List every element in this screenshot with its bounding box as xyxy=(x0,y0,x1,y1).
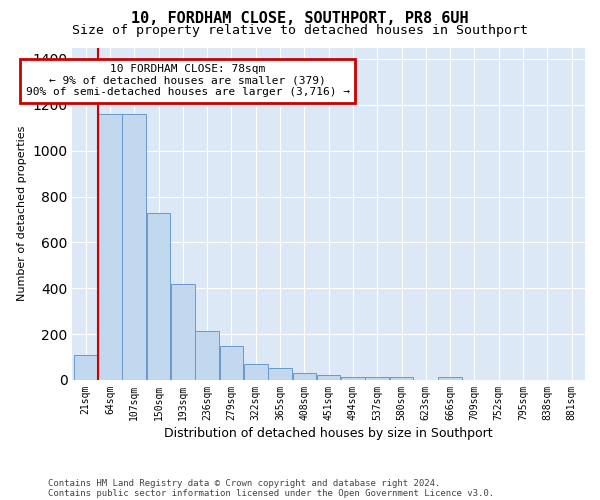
Y-axis label: Number of detached properties: Number of detached properties xyxy=(17,126,27,302)
Text: Size of property relative to detached houses in Southport: Size of property relative to detached ho… xyxy=(72,24,528,37)
Bar xyxy=(147,212,170,380)
Bar xyxy=(439,376,462,380)
Bar xyxy=(196,330,219,380)
Text: 10, FORDHAM CLOSE, SOUTHPORT, PR8 6UH: 10, FORDHAM CLOSE, SOUTHPORT, PR8 6UH xyxy=(131,11,469,26)
Text: Contains HM Land Registry data © Crown copyright and database right 2024.
Contai: Contains HM Land Registry data © Crown c… xyxy=(48,479,494,498)
Bar xyxy=(317,376,340,380)
Text: 10 FORDHAM CLOSE: 78sqm
← 9% of detached houses are smaller (379)
90% of semi-de: 10 FORDHAM CLOSE: 78sqm ← 9% of detached… xyxy=(26,64,350,98)
Bar xyxy=(171,284,194,380)
Bar xyxy=(341,376,365,380)
Bar xyxy=(293,373,316,380)
Bar xyxy=(98,114,122,380)
Bar xyxy=(268,368,292,380)
X-axis label: Distribution of detached houses by size in Southport: Distribution of detached houses by size … xyxy=(164,427,493,440)
Bar xyxy=(390,376,413,380)
Bar xyxy=(220,346,243,380)
Bar xyxy=(74,354,97,380)
Bar xyxy=(122,114,146,380)
Bar xyxy=(244,364,268,380)
Bar xyxy=(365,376,389,380)
